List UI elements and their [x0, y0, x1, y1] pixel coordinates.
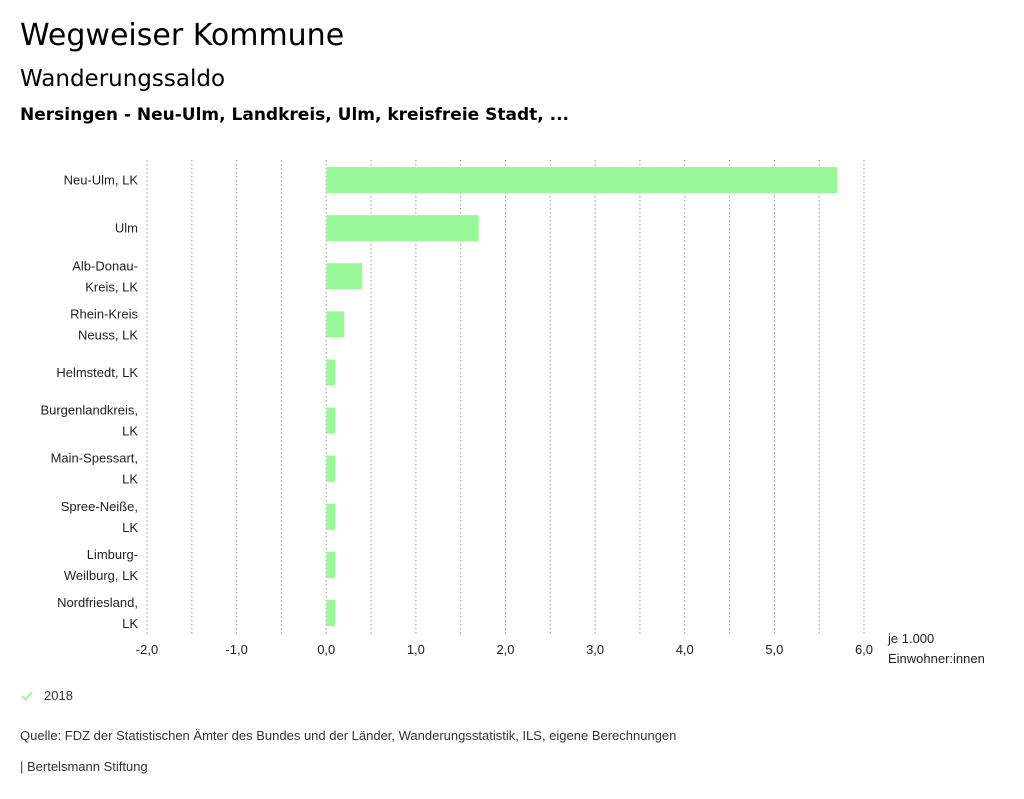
category-label: Nordfriesland, [57, 595, 138, 610]
category-label: Kreis, LK [85, 279, 138, 294]
category-label: Alb-Donau- [72, 258, 138, 273]
selected-regions: Nersingen - Neu-Ulm, Landkreis, Ulm, kre… [20, 105, 569, 125]
x-tick-label: 1,0 [407, 642, 425, 657]
category-label: LK [122, 616, 138, 631]
category-label: Neu-Ulm, LK [64, 173, 139, 188]
bar-chart: -2,0 -1,0 0,0 1,0 2,0 3,0 4,0 5,0 6,0 je 1.000 Ein… [40, 160, 985, 666]
bar[interactable] [326, 311, 345, 338]
category-label: LK [122, 520, 138, 535]
chart-title: Wegweiser Kommune [20, 18, 345, 53]
chart-subtitle: Wanderungssaldo [20, 66, 226, 92]
category-label: Ulm [115, 221, 138, 236]
category-label: Main-Spessart, [51, 451, 138, 466]
category-label: Weilburg, LK [64, 568, 139, 583]
check-icon [21, 690, 33, 701]
x-axis-unit-label: Einwohner:innen [888, 651, 985, 666]
x-axis-unit-label: je 1.000 [887, 631, 934, 646]
category-label: Helmstedt, LK [56, 365, 138, 380]
category-label: LK [122, 424, 138, 439]
bar[interactable] [326, 599, 336, 626]
category-label: Rhein-Kreis [70, 306, 138, 321]
category-label: LK [122, 472, 138, 487]
bar[interactable] [326, 503, 336, 530]
category-label: Neuss, LK [78, 327, 138, 342]
brand-credit: | Bertelsmann Stiftung [20, 759, 148, 774]
bar[interactable] [326, 263, 363, 290]
category-label: Spree-Neiße, [61, 499, 138, 514]
x-tick-label: -2,0 [136, 642, 158, 657]
category-label: Limburg- [87, 547, 138, 562]
legend-label-2018: 2018 [44, 688, 73, 703]
bar[interactable] [326, 455, 336, 482]
bar[interactable] [326, 359, 336, 386]
bar[interactable] [326, 215, 479, 242]
x-tick-label: 5,0 [765, 642, 783, 657]
source-note: Quelle: FDZ der Statistischen Ämter des … [20, 728, 677, 743]
x-tick-label: -1,0 [225, 642, 247, 657]
x-tick-label: 2,0 [496, 642, 514, 657]
bar[interactable] [326, 167, 838, 194]
x-tick-label: 3,0 [586, 642, 604, 657]
bar[interactable] [326, 551, 336, 578]
category-label: Burgenlandkreis, [40, 403, 138, 418]
x-tick-label: 4,0 [676, 642, 694, 657]
x-tick-label: 0,0 [317, 642, 335, 657]
bar[interactable] [326, 407, 336, 434]
x-tick-label: 6,0 [855, 642, 873, 657]
legend[interactable]: 2018 [20, 688, 73, 703]
